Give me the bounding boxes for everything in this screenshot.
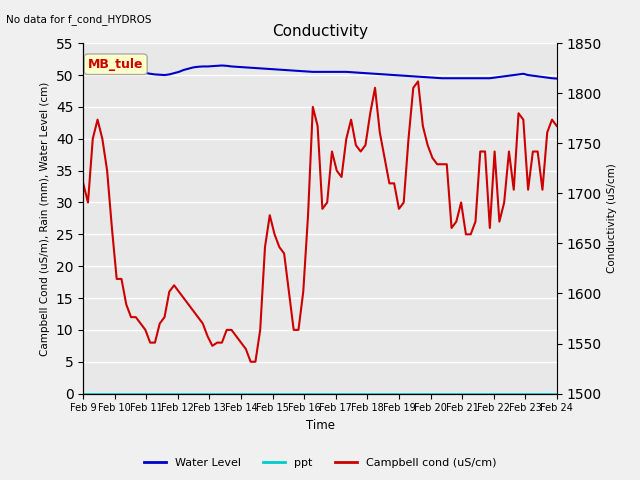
X-axis label: Time: Time [305, 419, 335, 432]
Y-axis label: Campbell Cond (uS/m), Rain (mm), Water Level (cm): Campbell Cond (uS/m), Rain (mm), Water L… [40, 81, 51, 356]
Text: No data for f_cond_HYDROS: No data for f_cond_HYDROS [6, 14, 152, 25]
Title: Conductivity: Conductivity [272, 24, 368, 39]
Y-axis label: Conductivity (uS/cm): Conductivity (uS/cm) [607, 164, 618, 273]
Text: MB_tule: MB_tule [88, 58, 143, 71]
Legend: Water Level, ppt, Campbell cond (uS/cm): Water Level, ppt, Campbell cond (uS/cm) [140, 453, 500, 472]
